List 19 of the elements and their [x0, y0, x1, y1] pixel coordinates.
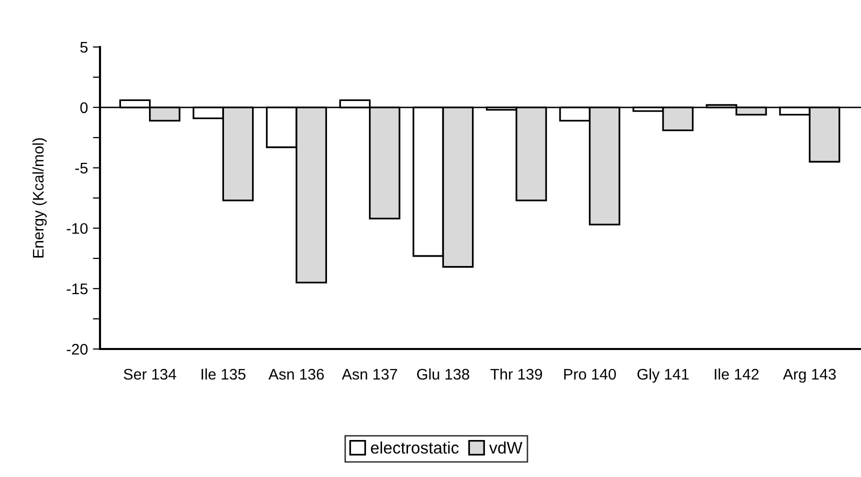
- x-tick-label: Ile 135: [202, 368, 246, 380]
- y-tick-label: -10: [66, 223, 88, 234]
- legend-label: electrostatic: [370, 441, 459, 454]
- x-tick-label: Glu 138: [417, 368, 470, 380]
- x-tick-label: Ile 142: [714, 368, 759, 380]
- legend-label: vdW: [489, 441, 522, 454]
- x-tick-label: Thr 139: [490, 368, 542, 380]
- x-tick-label: Asn 136: [268, 368, 324, 380]
- y-tick-label: -5: [75, 162, 88, 174]
- y-tick-label: 5: [80, 42, 88, 53]
- y-tick-label: -15: [66, 284, 88, 294]
- y-tick-label: 0: [80, 102, 88, 114]
- x-tick-label: Gly 141: [637, 368, 689, 383]
- y-tick-label: -20: [66, 344, 88, 355]
- x-tick-label: Pro 140: [564, 368, 616, 380]
- y-axis-title: Energy (Kcal/mol): [32, 138, 47, 258]
- x-tick-label: Asn 137: [342, 368, 398, 380]
- x-tick-label: Arg 143: [782, 368, 836, 383]
- x-tick-label: Ser 134: [124, 368, 176, 380]
